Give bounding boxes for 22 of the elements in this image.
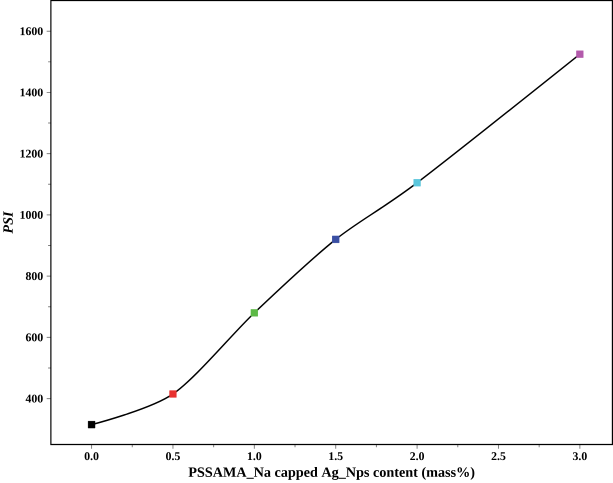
point	[413, 178, 421, 186]
y-axis-title: PSI	[3, 211, 13, 234]
x-tick-label: 1.0	[248, 452, 262, 460]
x-tick-label: 0.0	[84, 452, 98, 460]
point	[576, 50, 584, 58]
y-tick-label: 1400	[20, 88, 43, 96]
y-tick-label: 1000	[20, 210, 43, 219]
x-tick-label: 2.5	[492, 452, 506, 460]
x-axis-title: PSSAMA_Na capped Ag_Nps content (mass%)	[188, 466, 474, 480]
y-tick-label: 400	[26, 394, 43, 402]
y-tick-label: 800	[26, 272, 43, 280]
point	[332, 236, 340, 243]
y-tick-label: 1600	[20, 27, 43, 36]
x-tick-label: 2.0	[410, 452, 424, 460]
point	[250, 309, 258, 316]
y-tick-label: 1200	[20, 150, 43, 158]
x-tick-label: 1.5	[329, 452, 343, 460]
point	[169, 390, 177, 398]
x-tick-label: 0.5	[166, 452, 180, 460]
point	[88, 420, 96, 428]
x-tick-label: 3.0	[572, 452, 587, 460]
y-tick-label: 600	[26, 333, 43, 342]
